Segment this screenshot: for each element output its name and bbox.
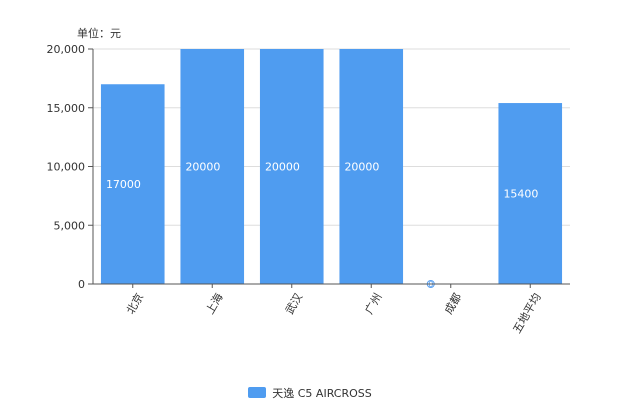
data-labels: 17000200002000020000015400	[106, 161, 539, 290]
data-label: 15400	[503, 188, 538, 201]
unit-label: 单位：元	[77, 27, 121, 40]
x-axis: 北京 上海 武汉 广州 成都 五地平均	[93, 283, 570, 336]
data-label: 20000	[265, 161, 300, 174]
y-tick-label: 5,000	[54, 219, 86, 232]
legend[interactable]: 天逸 C5 AIRCROSS	[0, 385, 620, 401]
y-tick-label: 10,000	[47, 161, 86, 174]
bars	[100, 49, 563, 284]
data-label: 20000	[185, 161, 220, 174]
data-label: 20000	[344, 161, 379, 174]
gridlines	[93, 48, 570, 226]
y-axis: 0 5,000 10,000 15,000 20,000	[47, 43, 94, 291]
bar[interactable]	[339, 49, 404, 284]
bar[interactable]	[180, 49, 245, 284]
x-tick-label: 五地平均	[511, 291, 544, 336]
x-tick-label: 成都	[442, 291, 464, 317]
x-tick-label: 上海	[203, 291, 226, 317]
x-tick-label: 武汉	[283, 291, 305, 317]
x-tick-label: 广州	[363, 291, 385, 317]
legend-label: 天逸 C5 AIRCROSS	[272, 387, 372, 400]
y-tick-label: 15,000	[47, 102, 86, 115]
x-tick-label: 北京	[123, 291, 146, 317]
data-label: 17000	[106, 178, 141, 191]
legend-swatch	[248, 387, 267, 398]
bar[interactable]	[259, 49, 324, 284]
bar[interactable]	[100, 84, 165, 284]
y-tick-label: 20,000	[47, 43, 86, 56]
bar[interactable]	[498, 103, 563, 284]
y-tick-label: 0	[78, 278, 85, 291]
